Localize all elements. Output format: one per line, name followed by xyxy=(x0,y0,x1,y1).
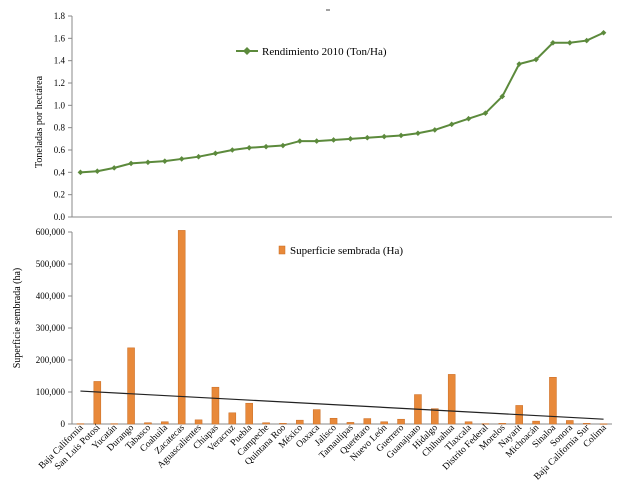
top-y-axis-title: Toneladas por hectárea xyxy=(34,75,45,168)
top-line-series xyxy=(77,29,607,176)
bottom-legend-swatch xyxy=(278,245,286,255)
bottom-legend: Superficie sembrada (Ha) xyxy=(278,245,403,257)
rendimiento-point xyxy=(482,110,489,116)
bottom-legend-label: Superficie sembrada (Ha) xyxy=(290,245,403,257)
superficie-bar xyxy=(110,423,118,425)
top-y-tick-label: 0.2 xyxy=(54,190,65,200)
top-legend-marker xyxy=(243,47,251,55)
superficie-bar xyxy=(566,420,574,425)
superficie-bar xyxy=(127,347,135,425)
superficie-bar xyxy=(599,423,608,425)
rendimiento-point xyxy=(94,168,101,175)
rendimiento-point xyxy=(195,153,202,160)
top-y-tick-label: 1.0 xyxy=(54,100,66,110)
rendimiento-point xyxy=(432,127,438,133)
superficie-bar xyxy=(262,422,270,425)
rendimiento-point xyxy=(330,137,337,143)
superficie-bar xyxy=(498,423,507,425)
top-y-tick-label: 0.6 xyxy=(54,145,66,155)
superficie-bar xyxy=(211,386,220,425)
rendimiento-point xyxy=(246,144,252,151)
top-y-tick-label: 0.8 xyxy=(54,123,66,133)
top-y-tick-label: 1.2 xyxy=(54,78,65,88)
rendimiento-point xyxy=(162,158,168,164)
superficie-bar xyxy=(363,418,372,425)
rendimiento-point xyxy=(178,156,185,162)
rendimiento-point xyxy=(128,160,134,167)
rendimiento-point xyxy=(313,138,320,144)
bottom-y-tick-label: 400,000 xyxy=(36,291,66,301)
rendimiento-line xyxy=(80,31,604,174)
bottom-y-tick-label: 300,000 xyxy=(36,323,66,333)
superficie-bar xyxy=(532,420,540,425)
bottom-y-tick-label: 0 xyxy=(61,419,66,429)
rendimiento-point xyxy=(600,29,607,36)
rendimiento-point xyxy=(516,61,522,67)
rendimiento-point xyxy=(550,40,556,46)
trendline xyxy=(80,390,604,420)
superficie-bar xyxy=(312,409,321,425)
superficie-bar xyxy=(177,230,186,425)
superficie-bar xyxy=(549,377,557,425)
superficie-bar xyxy=(447,374,456,425)
bottom-y-tick-label: 100,000 xyxy=(36,387,66,397)
top-y-tick-label: 1.4 xyxy=(54,56,66,66)
rendimiento-point xyxy=(415,130,421,137)
superficie-bar xyxy=(329,417,338,425)
superficie-bar xyxy=(481,423,490,425)
superficie-bar xyxy=(144,422,152,425)
superficie-bar xyxy=(296,419,304,425)
rendimiento-point xyxy=(212,150,219,157)
superficie-bar xyxy=(582,423,591,425)
superficie-bar xyxy=(194,419,203,425)
bottom-trendline-group xyxy=(80,390,604,420)
rendimiento-point xyxy=(567,40,573,46)
superficie-bar xyxy=(397,418,405,425)
top-y-tick-label: 1.8 xyxy=(54,11,66,21)
rendimiento-point xyxy=(381,133,387,140)
top-legend: Rendimiento 2010 (Ton/Ha) xyxy=(236,46,387,58)
rendimiento-point xyxy=(145,159,151,166)
rendimiento-point xyxy=(499,93,506,100)
superficie-bar xyxy=(279,423,287,425)
rendimiento-point xyxy=(111,165,117,171)
superficie-bar xyxy=(161,421,169,425)
rendimiento-point xyxy=(448,121,455,128)
top-y-tick-label: 0.0 xyxy=(54,212,66,222)
rendimiento-point xyxy=(297,138,303,144)
bottom-y-tick-label: 500,000 xyxy=(36,259,66,269)
superficie-bar xyxy=(93,381,102,425)
rendimiento-point xyxy=(533,56,539,63)
top-y-tick-label: 1.6 xyxy=(54,33,66,43)
bottom-y-ticks: 0 100,000 200,000 300,000 400,000 500,000 600,… xyxy=(36,227,72,429)
top-y-tick-label: 0.4 xyxy=(54,167,66,177)
superficie-bar xyxy=(228,412,237,425)
rendimiento-point xyxy=(229,147,236,153)
superficie-bar xyxy=(245,402,253,425)
superficie-bar xyxy=(76,423,85,425)
superficie-bar xyxy=(431,408,439,425)
rendimiento-point xyxy=(398,132,404,139)
rendimiento-point xyxy=(263,143,269,150)
rendimiento-point xyxy=(465,115,472,122)
rendimiento-point xyxy=(77,169,84,176)
rendimiento-point xyxy=(280,142,286,149)
superficie-bar xyxy=(464,421,473,425)
bottom-y-axis-title: Superficie sembrada (ha) xyxy=(12,268,23,369)
bottom-y-tick-label: 600,000 xyxy=(36,227,66,237)
superficie-bar xyxy=(380,421,388,425)
superficie-bar xyxy=(346,422,355,425)
rendimiento-point xyxy=(347,136,354,142)
bottom-y-tick-label: 200,000 xyxy=(36,355,66,365)
top-y-ticks: 0.0 0.2 0.4 0.6 0.8 1.0 1.2 1.4 1.6 1.8 xyxy=(54,11,72,222)
top-legend-label: Rendimiento 2010 (Ton/Ha) xyxy=(262,46,387,58)
rendimiento-point xyxy=(364,134,371,141)
rendimiento-point xyxy=(583,37,590,44)
